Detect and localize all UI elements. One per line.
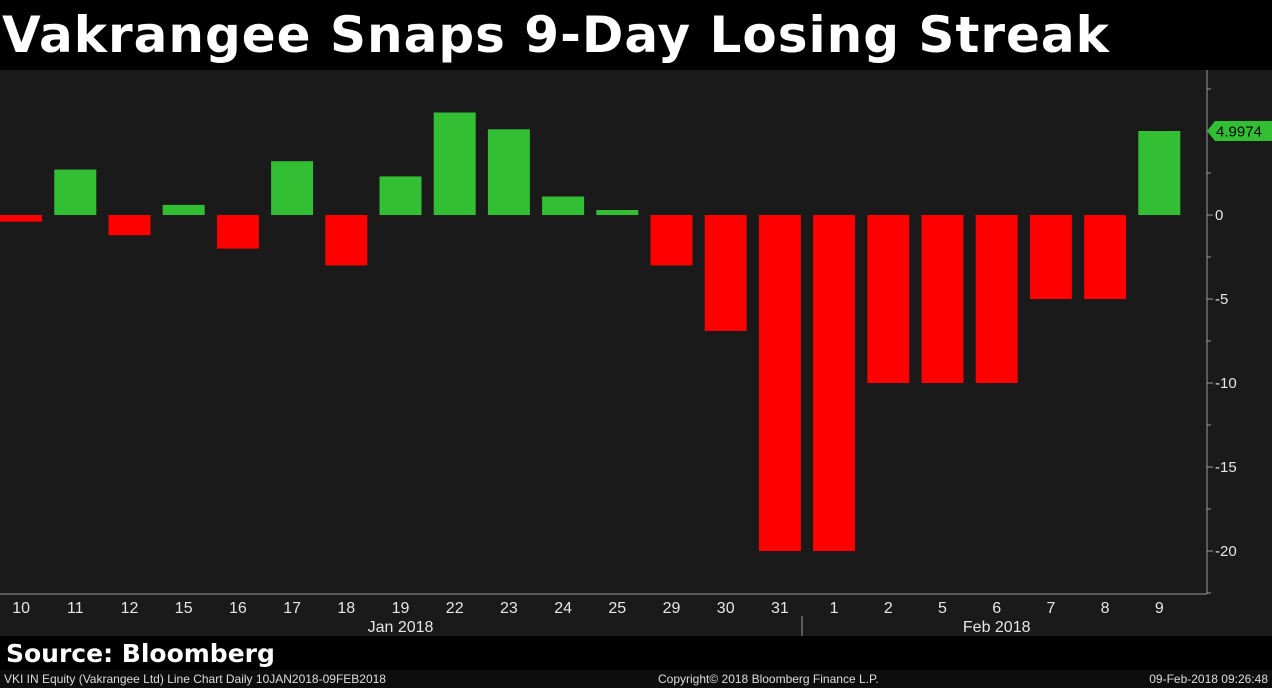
bar-1 (54, 169, 97, 215)
bar-11 (596, 210, 639, 215)
x-tick-label: 23 (500, 600, 518, 617)
bar-10 (542, 196, 585, 215)
x-tick-label: 2 (884, 600, 893, 617)
last-value-tag (1207, 121, 1272, 141)
bar-15 (813, 215, 856, 551)
last-value-label: 4.9974 (1216, 124, 1262, 141)
y-tick-label: -20 (1215, 543, 1237, 560)
x-tick-label: 11 (67, 600, 84, 617)
bar-5 (271, 161, 314, 215)
bar-2 (108, 215, 151, 236)
x-tick-label: 31 (771, 600, 789, 617)
footer-copyright: Copyright© 2018 Bloomberg Finance L.P. (658, 672, 879, 686)
footer-security-info: VKI IN Equity (Vakrangee Ltd) Line Chart… (4, 672, 386, 686)
x-tick-label: 17 (283, 600, 301, 617)
bar-18 (975, 215, 1018, 383)
x-tick-label: 24 (554, 600, 572, 617)
bar-9 (487, 129, 530, 215)
x-tick-label: 15 (175, 600, 193, 617)
x-tick-label: 7 (1046, 600, 1055, 617)
footer-bar: VKI IN Equity (Vakrangee Ltd) Line Chart… (0, 670, 1272, 688)
bar-16 (867, 215, 910, 383)
bar-6 (325, 215, 368, 266)
chart-area: 0 -5 -10 -15 -20 4.9974 10 11 12 15 16 17 18 19 22 23 24… (0, 70, 1272, 636)
x-tick-label: 29 (663, 600, 681, 617)
x-tick-label: 12 (121, 600, 139, 617)
x-tick-label: 30 (717, 600, 735, 617)
y-tick-label: 0 (1215, 207, 1223, 224)
bar-19 (1029, 215, 1072, 299)
bar-13 (704, 215, 747, 331)
x-tick-label: 25 (608, 600, 626, 617)
x-tick-label: 9 (1155, 600, 1164, 617)
x-tick-label: 16 (229, 600, 247, 617)
bar-14 (758, 215, 801, 551)
month-label: Jan 2018 (368, 619, 434, 636)
month-label: Feb 2018 (963, 619, 1031, 636)
x-tick-label: 19 (392, 600, 410, 617)
y-tick-label: -5 (1215, 291, 1228, 308)
x-tick-label: 8 (1101, 600, 1110, 617)
x-tick-label: 1 (830, 600, 839, 617)
x-tick-label: 10 (12, 600, 30, 617)
bar-8 (433, 112, 476, 215)
y-tick-label: -10 (1215, 375, 1237, 392)
bar-12 (650, 215, 693, 266)
source-label: Source: Bloomberg (0, 636, 1272, 670)
bar-0 (0, 215, 43, 222)
bar-7 (379, 176, 422, 215)
bar-20 (1084, 215, 1127, 299)
x-tick-label: 6 (992, 600, 1001, 617)
y-tick-label: -15 (1215, 459, 1237, 476)
x-tick-label: 5 (938, 600, 947, 617)
bar-3 (162, 204, 205, 215)
x-tick-label: 18 (337, 600, 355, 617)
bar-4 (216, 215, 259, 249)
x-tick-label: 22 (446, 600, 464, 617)
footer-timestamp: 09-Feb-2018 09:26:48 (1149, 672, 1268, 686)
bar-21 (1138, 131, 1181, 215)
bar-17 (921, 215, 964, 383)
chart-title: Vakrangee Snaps 9-Day Losing Streak (0, 0, 1272, 70)
